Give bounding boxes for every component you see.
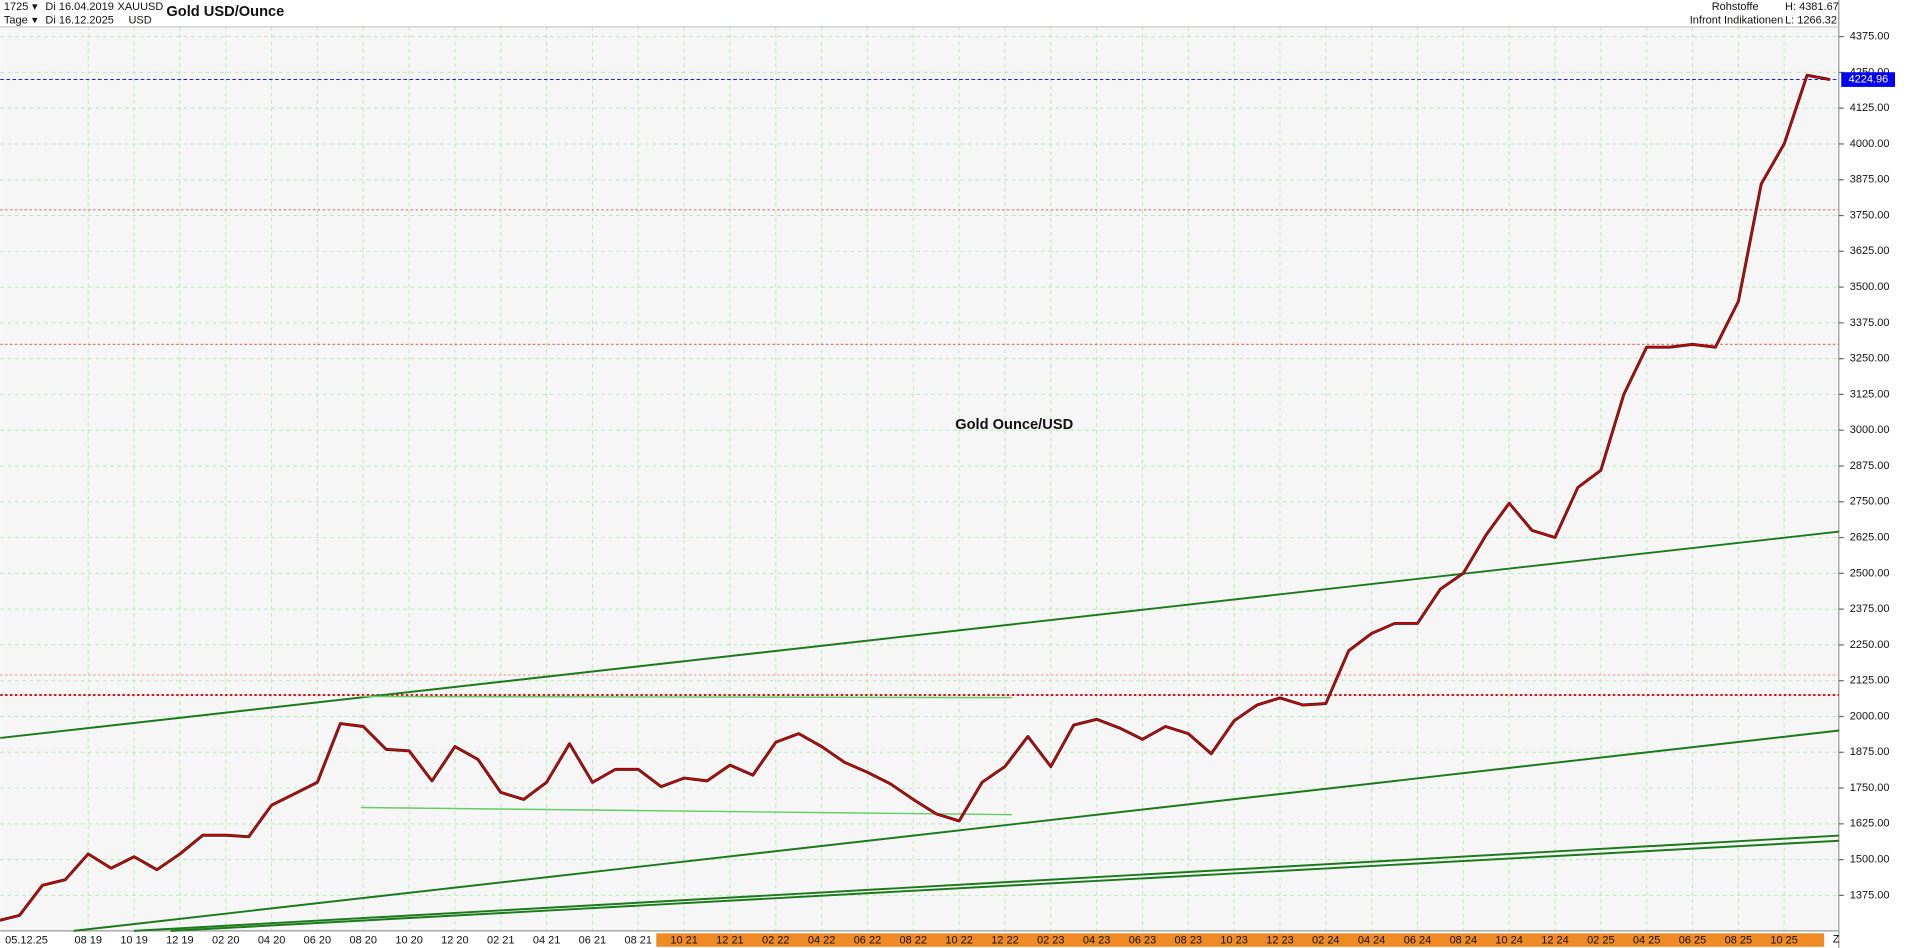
last-price-box	[1841, 72, 1896, 87]
x-tick-label: 12 22	[991, 935, 1019, 947]
x-tick-label: 04 24	[1358, 935, 1386, 947]
x-tick-label: 08 22	[900, 935, 928, 947]
zoom-button[interactable]: Z	[1833, 933, 1840, 945]
x-tick-label: 02 21	[487, 935, 515, 947]
y-tick-label: 3000.00	[1850, 424, 1890, 436]
x-tick-label: 06 23	[1129, 935, 1157, 947]
y-tick-label: 3500.00	[1850, 281, 1890, 293]
last-price-label: 4224.96	[1849, 73, 1889, 85]
y-tick-label: 3375.00	[1850, 317, 1890, 329]
x-tick-label: 04 22	[808, 935, 836, 947]
x-tick-label: 08 24	[1450, 935, 1477, 947]
period[interactable]: Tage	[4, 15, 28, 27]
x-tick-label: 12 19	[166, 935, 193, 947]
trend-line	[360, 806, 1012, 816]
y-tick-label: 3125.00	[1850, 388, 1890, 400]
x-tick-label: 04 25	[1633, 935, 1661, 947]
y-tick-label: 4000.00	[1850, 138, 1890, 150]
y-tick-label: 2875.00	[1850, 460, 1890, 472]
x-tick-label: 02 20	[212, 935, 240, 947]
cursor-box	[0, 932, 62, 947]
from-date[interactable]: Di 16.04.2019	[45, 1, 113, 13]
trend-line	[170, 839, 1840, 932]
y-tick-label: 3750.00	[1850, 209, 1890, 221]
x-tick-label: 08 20	[350, 935, 378, 947]
y-tick-label: 1375.00	[1850, 889, 1890, 901]
y-tick-label: 1750.00	[1850, 782, 1890, 794]
symbol: XAUUSD	[118, 1, 164, 13]
x-tick-label: 10 19	[120, 935, 148, 947]
x-tick-label: 02 25	[1587, 935, 1614, 947]
y-tick-label: 2500.00	[1850, 567, 1890, 579]
x-tick-label: 06 22	[854, 935, 882, 947]
x-tick-label: 06 21	[579, 935, 607, 947]
high: H: 4381.67	[1785, 1, 1839, 13]
x-tick-label: 02 23	[1037, 935, 1065, 947]
trend-line	[73, 729, 1840, 932]
x-tick-label: 04 21	[533, 935, 561, 947]
x-tick-label: 12 20	[441, 935, 469, 947]
x-tick-label: 10 20	[395, 935, 423, 947]
y-tick-label: 2000.00	[1850, 710, 1890, 722]
y-tick-label: 4375.00	[1850, 31, 1890, 43]
bars-count[interactable]: 1725	[4, 1, 28, 13]
x-tick-label: 06 20	[304, 935, 332, 947]
x-tick-label: 10 24	[1495, 935, 1523, 947]
y-tick-label: 2375.00	[1850, 603, 1890, 615]
y-tick-label: 2750.00	[1850, 496, 1890, 508]
x-tick-label: 08 25	[1725, 935, 1753, 947]
low: L: 1266.32	[1785, 15, 1837, 27]
period-highlight	[656, 933, 1825, 947]
plot-area	[0, 26, 1839, 931]
y-tick-label: 1500.00	[1850, 854, 1890, 866]
x-tick-label: 08 19	[74, 935, 101, 947]
y-tick-label: 3625.00	[1850, 245, 1890, 257]
y-tick-label: 4125.00	[1850, 102, 1890, 114]
x-tick-label: 10 25	[1770, 935, 1798, 947]
trend-line	[360, 695, 1012, 699]
price-line	[0, 74, 1831, 922]
trend-line	[0, 530, 1840, 739]
y-tick-label: 1875.00	[1850, 746, 1890, 758]
x-tick-label: 12 21	[716, 935, 744, 947]
x-tick-label: 08 23	[1175, 935, 1203, 947]
trend-line	[134, 834, 1840, 932]
chart-title: Gold USD/Ounce	[166, 4, 284, 20]
source: Infront Indikationen	[1690, 15, 1783, 27]
y-tick-label: 1625.00	[1850, 818, 1890, 830]
x-tick-label: 06 24	[1404, 935, 1432, 947]
x-tick-label: 04 20	[258, 935, 285, 947]
watermark: Gold Ounce/USD	[955, 417, 1073, 433]
x-tick-label: 10 21	[670, 935, 698, 947]
y-tick-label: 2250.00	[1850, 639, 1890, 651]
x-tick-label: 10 22	[945, 935, 973, 947]
dropdown-arrow[interactable]: ▾	[32, 1, 38, 13]
x-tick-label: 02 24	[1312, 935, 1339, 947]
currency: USD	[128, 15, 151, 27]
dropdown-arrow[interactable]: ▾	[32, 15, 38, 27]
x-tick-label: 12 23	[1266, 935, 1294, 947]
y-tick-label: 2125.00	[1850, 675, 1890, 687]
x-tick-label: 08 21	[625, 935, 653, 947]
x-tick-label: 06 25	[1679, 935, 1707, 947]
y-tick-label: 3250.00	[1850, 353, 1890, 365]
y-tick-label: 2625.00	[1850, 531, 1890, 543]
group: Rohstoffe	[1712, 1, 1759, 13]
x-tick-label: 02 22	[762, 935, 790, 947]
cursor-date: 05.12.25	[5, 935, 48, 947]
y-tick-label: 3875.00	[1850, 174, 1890, 186]
x-tick-label: 12 24	[1541, 935, 1569, 947]
x-tick-label: 10 23	[1220, 935, 1248, 947]
to-date[interactable]: Di 16.12.2025	[45, 15, 113, 27]
x-tick-label: 04 23	[1083, 935, 1111, 947]
